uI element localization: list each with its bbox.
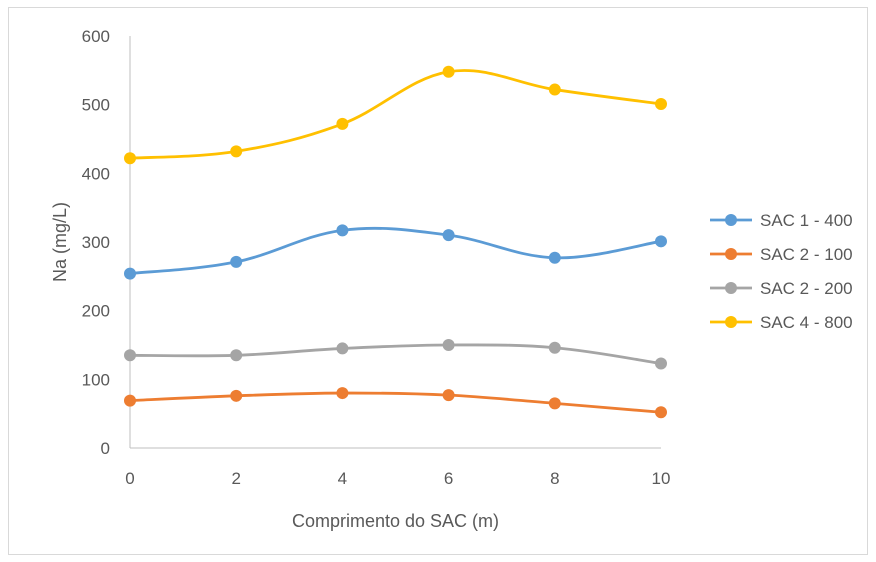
legend-marker (725, 248, 737, 260)
series-line (128, 226, 663, 275)
series-sac-4-800 (124, 65, 667, 165)
series-line (128, 69, 663, 160)
data-point (442, 339, 455, 351)
series-sac-1-400 (124, 224, 667, 280)
data-point (442, 229, 455, 242)
legend-item: SAC 1 - 400 (710, 211, 853, 230)
y-axis-title: Na (mg/L) (50, 202, 70, 282)
series-line (128, 343, 663, 365)
data-point (230, 349, 243, 362)
x-axis-title: Comprimento do SAC (m) (292, 511, 499, 531)
y-tick-label: 500 (82, 96, 110, 115)
y-tick-label: 100 (82, 370, 110, 389)
data-point (124, 394, 136, 407)
legend-marker (725, 214, 737, 226)
series-group (124, 65, 667, 419)
data-point (336, 342, 349, 355)
y-tick-label: 600 (82, 27, 110, 46)
data-point (548, 397, 561, 410)
data-point (230, 389, 243, 402)
legend-marker (725, 282, 737, 294)
y-tick-label: 0 (101, 439, 110, 458)
axes (129, 36, 661, 449)
y-tick-label: 200 (82, 302, 110, 321)
data-point (548, 83, 561, 96)
legend-item: SAC 2 - 200 (710, 279, 853, 298)
data-point (124, 152, 136, 165)
x-tick-label: 8 (550, 469, 559, 488)
data-point (655, 406, 667, 419)
data-point (124, 267, 136, 280)
data-point (124, 349, 136, 362)
series-sac-2-100 (124, 387, 667, 419)
data-point (336, 224, 349, 237)
data-point (230, 255, 243, 268)
legend-label: SAC 4 - 800 (760, 313, 853, 332)
legend: SAC 1 - 400 SAC 2 - 100 SAC 2 - 200 SAC 4 -… (710, 211, 853, 332)
y-tick-label: 400 (82, 164, 110, 183)
x-tick-label: 0 (125, 469, 134, 488)
data-point (548, 251, 561, 264)
data-point (336, 387, 349, 400)
data-point (655, 235, 667, 248)
data-point (442, 389, 455, 402)
legend-label: SAC 2 - 200 (760, 279, 853, 298)
data-point (655, 357, 667, 370)
legend-label: SAC 1 - 400 (760, 211, 853, 230)
data-point (442, 65, 455, 78)
y-tick-labels: 0 100 200 300 400 500 600 (82, 27, 110, 458)
x-tick-label: 2 (231, 469, 240, 488)
y-tick-label: 300 (82, 233, 110, 252)
series-line (128, 391, 663, 414)
series-sac-2-200 (124, 339, 667, 370)
legend-label: SAC 2 - 100 (760, 245, 853, 264)
x-tick-label: 6 (444, 469, 453, 488)
x-tick-label: 4 (338, 469, 347, 488)
legend-item: SAC 2 - 100 (710, 245, 853, 264)
x-tick-labels: 0 2 4 6 8 10 (125, 469, 670, 488)
x-tick-label: 10 (652, 469, 671, 488)
data-point (655, 97, 667, 110)
legend-marker (725, 316, 737, 328)
data-point (336, 117, 349, 130)
data-point (548, 341, 561, 354)
legend-item: SAC 4 - 800 (710, 313, 853, 332)
data-point (230, 145, 243, 158)
chart-frame (8, 7, 868, 555)
